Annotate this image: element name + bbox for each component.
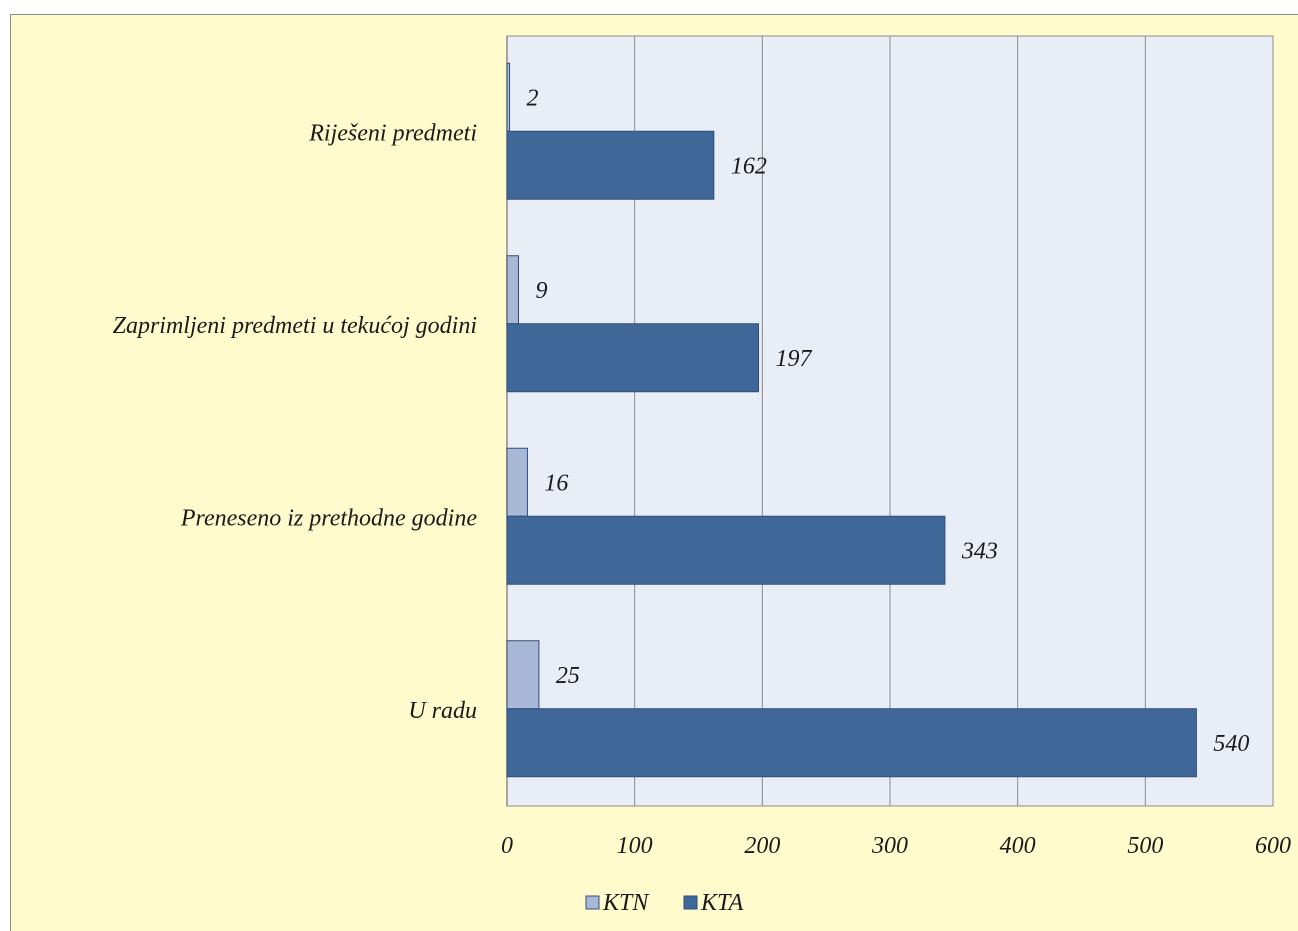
data-label: 197 xyxy=(776,346,813,372)
bar-kta[interactable] xyxy=(506,708,1197,778)
data-label: 162 xyxy=(731,153,767,179)
x-tick-label: 100 xyxy=(617,833,653,859)
category-label: Zaprimljeni predmeti u tekućoj godini xyxy=(113,313,477,339)
bar-ktn[interactable] xyxy=(506,255,519,325)
legend-swatch-kta xyxy=(683,895,698,910)
bar-kta[interactable] xyxy=(506,323,760,393)
bar-kta[interactable] xyxy=(506,515,946,585)
category-label: Preneseno iz prethodne godine xyxy=(180,505,478,531)
x-tick-label: 600 xyxy=(1255,833,1291,859)
legend-label: KTA xyxy=(700,890,744,916)
bar-ktn[interactable] xyxy=(506,640,540,710)
x-tick-label: 200 xyxy=(744,833,780,859)
legend-label: KTN xyxy=(602,890,650,916)
data-label: 2 xyxy=(527,85,539,111)
category-label: U radu xyxy=(408,698,477,724)
x-tick-label: 0 xyxy=(501,833,513,859)
bar-ktn[interactable] xyxy=(506,447,528,517)
data-label: 343 xyxy=(961,538,998,564)
bar-kta[interactable] xyxy=(506,130,715,200)
data-label: 540 xyxy=(1213,731,1249,757)
category-label: Riješeni predmeti xyxy=(308,120,477,146)
data-label: 25 xyxy=(556,663,580,689)
x-tick-label: 400 xyxy=(1000,833,1036,859)
x-tick-label: 500 xyxy=(1127,833,1163,859)
bar-ktn[interactable] xyxy=(506,62,511,132)
data-label: 9 xyxy=(535,278,547,304)
data-label: 16 xyxy=(544,470,568,496)
legend-swatch-ktn xyxy=(585,895,600,910)
x-tick-label: 300 xyxy=(871,833,908,859)
